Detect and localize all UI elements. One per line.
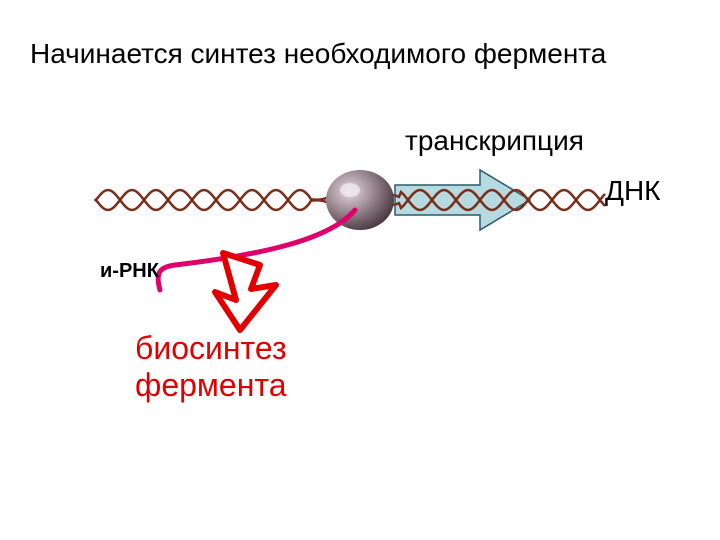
biosynthesis-line2: фермента [135,367,286,403]
page-title: Начинается синтез необходимого фермента [30,38,606,70]
transcription-label: транскрипция [405,125,584,157]
biosynthesis-line1: биосинтез [135,330,287,366]
biosynthesis-label: биосинтез фермента [135,330,287,404]
irnk-label: и-РНК [100,260,159,283]
biosynthesis-arrow [215,253,276,330]
rna-polymerase [326,170,394,230]
transcription-arrow [395,170,530,230]
dnk-label: ДНК [605,175,661,207]
